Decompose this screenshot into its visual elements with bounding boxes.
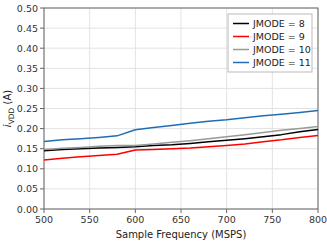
grid-line bbox=[226, 8, 227, 209]
legend-swatch bbox=[233, 23, 249, 25]
plot-frame bbox=[44, 8, 318, 209]
tick-label: 0.25 bbox=[17, 103, 38, 114]
tick-mark bbox=[89, 209, 90, 213]
tick-label: 800 bbox=[309, 214, 327, 225]
y-axis-label-part: VDD bbox=[7, 107, 16, 124]
tick-label: 500 bbox=[35, 214, 53, 225]
y-axis-label: iVDD (A) bbox=[2, 90, 16, 127]
grid-line bbox=[135, 8, 136, 209]
tick-mark bbox=[181, 209, 182, 213]
legend-swatch bbox=[233, 49, 249, 51]
tick-mark bbox=[44, 209, 45, 213]
axes: 0.00 0.05 0.10 0.15 0.20 0.25 0.30 0.35 0.40 0.45… bbox=[17, 3, 327, 226]
tick-mark bbox=[318, 209, 319, 213]
y-axis-label-part: (A) bbox=[2, 90, 13, 108]
chart: 0.00 0.05 0.10 0.15 0.20 0.25 0.30 0.35 0.40 0.45… bbox=[0, 0, 327, 243]
legend-label: JMODE = 8 bbox=[252, 18, 305, 29]
series-lines bbox=[44, 111, 318, 160]
tick-mark bbox=[226, 209, 227, 213]
tick-mark bbox=[40, 188, 44, 189]
tick-label: 0.20 bbox=[17, 123, 38, 134]
grid-line bbox=[89, 8, 90, 209]
legend-box bbox=[228, 14, 312, 72]
tick-mark bbox=[40, 68, 44, 69]
tick-mark bbox=[272, 209, 273, 213]
tick-mark bbox=[40, 209, 44, 210]
tick-label: 0.45 bbox=[17, 23, 38, 34]
tick-label: 650 bbox=[172, 214, 190, 225]
legend-label: JMODE = 11 bbox=[252, 57, 311, 68]
tick-label: 700 bbox=[218, 214, 236, 225]
tick-label: 550 bbox=[81, 214, 99, 225]
tick-mark bbox=[40, 8, 44, 9]
tick-mark bbox=[40, 128, 44, 129]
tick-mark bbox=[40, 48, 44, 49]
tick-label: 0.40 bbox=[17, 43, 38, 54]
series-line bbox=[44, 111, 318, 142]
legend-swatch bbox=[233, 62, 249, 64]
legend-label: JMODE = 10 bbox=[252, 44, 311, 55]
grid-line bbox=[181, 8, 182, 209]
legend-swatch bbox=[233, 36, 249, 38]
tick-label: 0.15 bbox=[17, 143, 38, 154]
grid bbox=[44, 8, 318, 209]
x-axis-label: Sample Frequency (MSPS) bbox=[116, 229, 247, 240]
tick-label: 0.05 bbox=[17, 183, 38, 194]
tick-mark bbox=[40, 148, 44, 149]
tick-mark bbox=[40, 168, 44, 169]
tick-mark bbox=[135, 209, 136, 213]
tick-label: 0.30 bbox=[17, 83, 38, 94]
tick-label: 0.10 bbox=[17, 163, 38, 174]
tick-label: 0.50 bbox=[17, 3, 38, 14]
tick-label: 600 bbox=[126, 214, 144, 225]
tick-label: 0.35 bbox=[17, 63, 38, 74]
tick-mark bbox=[40, 108, 44, 109]
tick-label: 0.00 bbox=[17, 204, 38, 215]
tick-label: 750 bbox=[263, 214, 281, 225]
legend: JMODE = 8 JMODE = 9 JMODE = 10 JMODE = 11 bbox=[228, 14, 312, 72]
background bbox=[0, 0, 327, 243]
legend-label: JMODE = 9 bbox=[252, 31, 305, 42]
tick-mark bbox=[40, 88, 44, 89]
tick-mark bbox=[40, 28, 44, 29]
